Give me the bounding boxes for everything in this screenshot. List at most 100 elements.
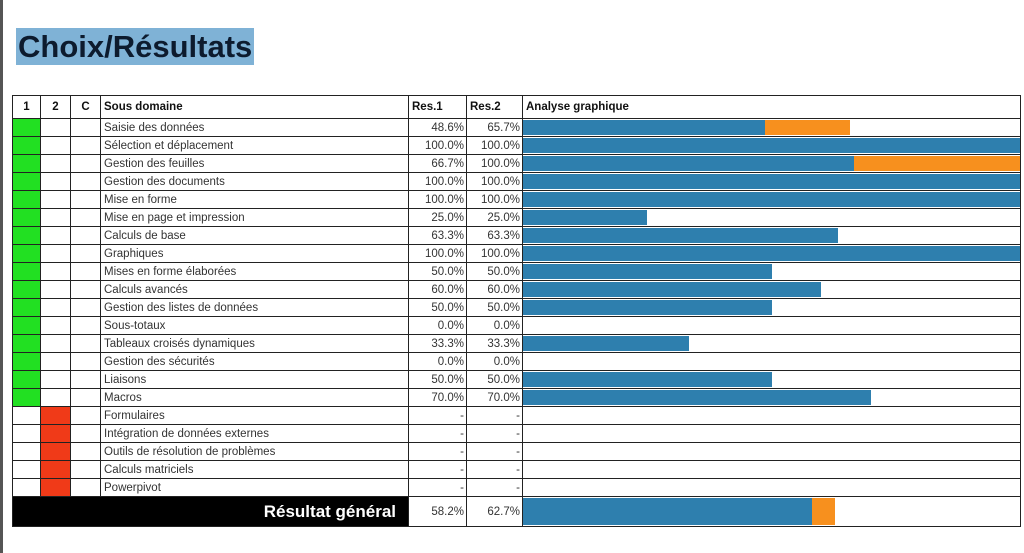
table-row: Outils de résolution de problèmes - - (12, 442, 1021, 461)
choice-1-cell (12, 370, 41, 389)
res2-value: 100.0% (466, 190, 523, 209)
choice-1-cell (12, 316, 41, 335)
choice-2-cell (40, 424, 71, 443)
bar-res1 (523, 498, 813, 525)
choice-c-cell (70, 172, 101, 191)
domain-label: Gestion des documents (100, 172, 409, 191)
table-row: Mise en page et impression 25.0% 25.0% (12, 208, 1021, 227)
res1-value: - (408, 460, 467, 479)
header-res1: Res.1 (408, 95, 467, 119)
choice-2-cell (40, 316, 71, 335)
header-col-c: C (70, 95, 101, 119)
header-col-2: 2 (40, 95, 71, 119)
graph-cell (522, 298, 1021, 317)
graph-cell (522, 442, 1021, 461)
res2-value: - (466, 478, 523, 497)
choice-c-cell (70, 280, 101, 299)
graph-cell (522, 388, 1021, 407)
res1-value: - (408, 442, 467, 461)
domain-label: Gestion des sécurités (100, 352, 409, 371)
res1-value: 100.0% (408, 136, 467, 155)
choice-1-cell (12, 172, 41, 191)
graph-cell (522, 154, 1021, 173)
choice-c-cell (70, 226, 101, 245)
choice-1-cell (12, 460, 41, 479)
domain-label: Saisie des données (100, 118, 409, 137)
choice-c-cell (70, 136, 101, 155)
table-row: Gestion des sécurités 0.0% 0.0% (12, 352, 1021, 371)
res1-value: 50.0% (408, 298, 467, 317)
graph-cell (522, 118, 1021, 137)
choice-2-cell (40, 208, 71, 227)
choice-2-cell (40, 298, 71, 317)
choice-2-cell (40, 478, 71, 497)
table-row: Powerpivot - - (12, 478, 1021, 497)
table-row: Intégration de données externes - - (12, 424, 1021, 443)
choice-2-cell (40, 352, 71, 371)
res2-value: 65.7% (466, 118, 523, 137)
bar-res1 (523, 210, 648, 225)
res1-value: 100.0% (408, 190, 467, 209)
graph-cell (522, 208, 1021, 227)
graph-cell (522, 406, 1021, 425)
graph-cell (522, 352, 1021, 371)
graph-cell (522, 190, 1021, 209)
domain-label: Sous-totaux (100, 316, 409, 335)
choice-c-cell (70, 478, 101, 497)
res2-value: 33.3% (466, 334, 523, 353)
table-row: Sélection et déplacement 100.0% 100.0% (12, 136, 1021, 155)
res1-value: 50.0% (408, 262, 467, 281)
choice-2-cell (40, 280, 71, 299)
choice-1-cell (12, 406, 41, 425)
table-row: Tableaux croisés dynamiques 33.3% 33.3% (12, 334, 1021, 353)
choice-c-cell (70, 352, 101, 371)
header-res2: Res.2 (466, 95, 523, 119)
choice-2-cell (40, 262, 71, 281)
domain-label: Outils de résolution de problèmes (100, 442, 409, 461)
choice-1-cell (12, 352, 41, 371)
bar-res1 (523, 138, 1020, 153)
choice-c-cell (70, 424, 101, 443)
bar-res1 (523, 372, 772, 387)
res2-value: 70.0% (466, 388, 523, 407)
choice-c-cell (70, 208, 101, 227)
choice-2-cell (40, 388, 71, 407)
graph-cell (522, 244, 1021, 263)
res2-value: - (466, 406, 523, 425)
table-row: Calculs avancés 60.0% 60.0% (12, 280, 1021, 299)
res2-value: 100.0% (466, 154, 523, 173)
graph-cell (522, 370, 1021, 389)
res2-value: 50.0% (466, 262, 523, 281)
table-row: Gestion des listes de données 50.0% 50.0% (12, 298, 1021, 317)
domain-label: Calculs matriciels (100, 460, 409, 479)
choice-c-cell (70, 316, 101, 335)
bar-res1 (523, 300, 772, 315)
choice-c-cell (70, 460, 101, 479)
table-row: Sous-totaux 0.0% 0.0% (12, 316, 1021, 335)
choice-c-cell (70, 370, 101, 389)
choice-c-cell (70, 298, 101, 317)
table-row: Saisie des données 48.6% 65.7% (12, 118, 1021, 137)
res2-value: 100.0% (466, 172, 523, 191)
res2-value: 50.0% (466, 370, 523, 389)
table-row: Gestion des documents 100.0% 100.0% (12, 172, 1021, 191)
graph-cell (522, 496, 1021, 527)
total-row: Résultat général 58.2% 62.7% (12, 496, 1021, 527)
choice-1-cell (12, 424, 41, 443)
choice-c-cell (70, 262, 101, 281)
choice-2-cell (40, 118, 71, 137)
res2-value: 50.0% (466, 298, 523, 317)
res1-value: 0.0% (408, 352, 467, 371)
res1-value: 25.0% (408, 208, 467, 227)
res1-value: 48.6% (408, 118, 467, 137)
table-row: Macros 70.0% 70.0% (12, 388, 1021, 407)
bar-res1 (523, 246, 1020, 261)
res1-value: - (408, 478, 467, 497)
choice-1-cell (12, 298, 41, 317)
table-row: Calculs matriciels - - (12, 460, 1021, 479)
choice-1-cell (12, 262, 41, 281)
choice-c-cell (70, 442, 101, 461)
bar-res1 (523, 174, 1020, 189)
choice-c-cell (70, 388, 101, 407)
domain-label: Liaisons (100, 370, 409, 389)
